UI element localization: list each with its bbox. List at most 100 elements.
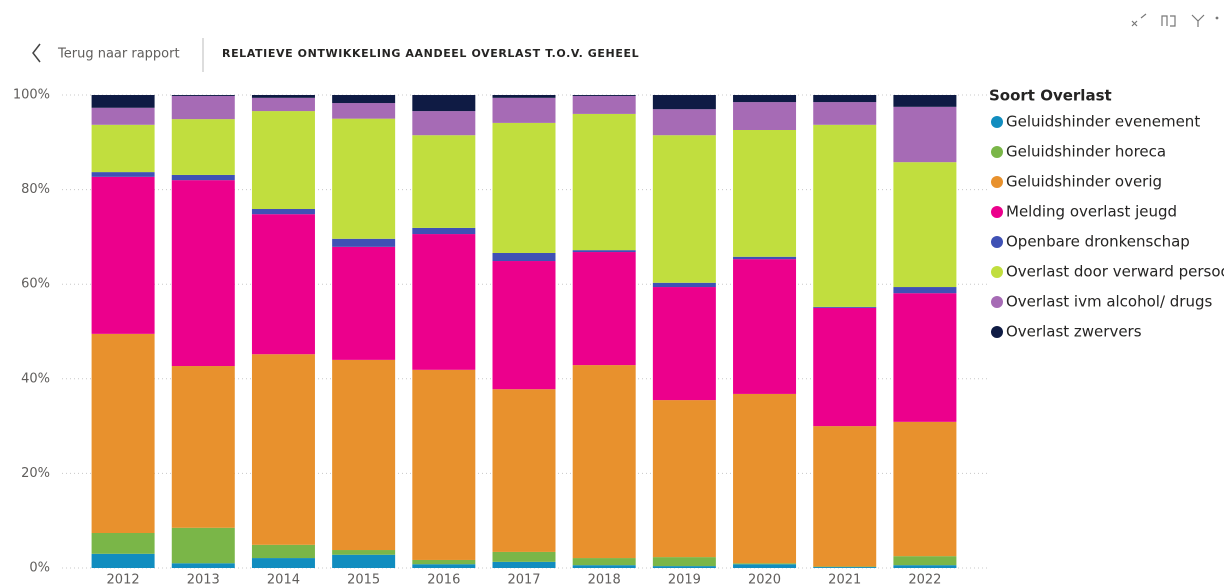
y-tick-label: 60% xyxy=(21,277,50,292)
bar-segment xyxy=(893,162,957,288)
bar-segment xyxy=(733,564,797,568)
more-icon[interactable] xyxy=(1215,16,1219,20)
legend-swatch xyxy=(991,206,1003,218)
bar-segment xyxy=(91,176,155,334)
back-icon[interactable] xyxy=(32,43,41,63)
bar-segment xyxy=(893,293,957,422)
bar-segment xyxy=(652,557,716,567)
x-tick-label: 2013 xyxy=(187,573,220,587)
bar-segment xyxy=(91,532,155,554)
bar-segment xyxy=(813,124,877,307)
bar-segment xyxy=(332,103,396,119)
bar-segment xyxy=(171,563,235,568)
legend-swatch xyxy=(991,296,1003,308)
bar-segment xyxy=(412,559,476,565)
legend-label: Openbare dronkenschap xyxy=(1006,233,1190,251)
bar-segment xyxy=(492,261,556,390)
legend-label: Overlast zwervers xyxy=(1006,323,1142,341)
pin-icon[interactable] xyxy=(1131,13,1147,27)
x-tick-label: 2022 xyxy=(908,573,941,587)
bar-segment xyxy=(572,252,636,366)
legend-swatch xyxy=(991,236,1003,248)
bar-segment xyxy=(813,306,877,308)
bar-segment xyxy=(251,214,315,355)
bar-segment xyxy=(572,95,636,114)
bar-segment xyxy=(572,250,636,253)
bar-segment xyxy=(652,282,716,288)
bar-segment xyxy=(572,565,636,568)
bar-segment xyxy=(251,354,315,545)
chart-title: RELATIEVE ONTWIKKELING AANDEEL OVERLAST … xyxy=(222,47,639,60)
bar-segment xyxy=(733,259,797,394)
bar-segment xyxy=(813,567,877,568)
bar-segment xyxy=(91,333,155,533)
bar-segment xyxy=(91,172,155,177)
bar-segment xyxy=(171,527,235,564)
legend-label: Overlast door verward persoon xyxy=(1006,263,1224,281)
bar-segment xyxy=(251,558,315,568)
bar-segment xyxy=(412,135,476,228)
bar-segment xyxy=(412,227,476,235)
legend-title: Soort Overlast xyxy=(989,87,1112,105)
toolbar xyxy=(1131,13,1219,27)
bar-segment xyxy=(332,550,396,555)
x-tick-label: 2017 xyxy=(507,573,540,587)
legend-label: Geluidshinder horeca xyxy=(1006,143,1166,161)
legend-swatch xyxy=(991,266,1003,278)
bar-segment xyxy=(572,113,636,251)
bar-segment xyxy=(893,106,957,163)
y-tick-label: 20% xyxy=(21,466,50,481)
bar-segment xyxy=(652,109,716,136)
y-tick-label: 100% xyxy=(13,88,50,103)
bar-segment xyxy=(492,252,556,262)
bar-segment xyxy=(171,119,235,175)
back-link[interactable]: Terug naar rapport xyxy=(57,47,180,62)
x-tick-label: 2012 xyxy=(107,573,140,587)
bar-segment xyxy=(91,124,155,173)
bar-segment xyxy=(572,95,636,96)
bar-segment xyxy=(171,366,235,528)
legend-swatch xyxy=(991,146,1003,158)
focus-icon[interactable] xyxy=(1161,15,1176,27)
filter-icon[interactable] xyxy=(1191,14,1205,27)
y-tick-label: 80% xyxy=(21,182,50,197)
bar-segment xyxy=(733,256,797,260)
bar-segment xyxy=(492,95,556,98)
bar-segment xyxy=(412,95,476,112)
legend-label: Geluidshinder overig xyxy=(1006,173,1162,191)
x-tick-label: 2020 xyxy=(748,573,781,587)
legend-swatch xyxy=(991,176,1003,188)
legend: Soort Overlast Geluidshinder evenement Ge… xyxy=(989,87,1224,341)
bar-segment xyxy=(652,135,716,283)
bar-segment xyxy=(733,393,797,564)
bar-segment xyxy=(492,97,556,123)
bar-segment xyxy=(332,554,396,568)
y-tick-label: 0% xyxy=(29,561,50,576)
header: Terug naar rapport RELATIEVE ONTWIKKELIN… xyxy=(32,38,639,72)
bar-segment xyxy=(171,174,235,181)
bar-segment xyxy=(251,97,315,112)
x-tick-label: 2019 xyxy=(668,573,701,587)
bar-segment xyxy=(893,556,957,566)
bar-segment xyxy=(91,95,155,108)
x-tick-label: 2014 xyxy=(267,573,300,587)
bar-segment xyxy=(813,95,877,103)
bar-segment xyxy=(492,551,556,562)
x-tick-label: 2018 xyxy=(588,573,621,587)
bar-segment xyxy=(733,563,797,565)
bar-segment xyxy=(492,389,556,552)
bar-segment xyxy=(893,287,957,294)
bar-segment xyxy=(492,122,556,253)
bar-segment xyxy=(893,95,957,107)
bar-segment xyxy=(652,95,716,110)
bar-segment xyxy=(332,95,396,104)
bar-segment xyxy=(893,421,957,557)
bar-segment xyxy=(813,102,877,125)
bar-segment xyxy=(251,95,315,98)
bar-segment xyxy=(251,111,315,209)
bar-segment xyxy=(652,400,716,558)
bar-segment xyxy=(733,102,797,131)
bar-segment xyxy=(492,561,556,568)
legend-label: Melding overlast jeugd xyxy=(1006,203,1177,221)
